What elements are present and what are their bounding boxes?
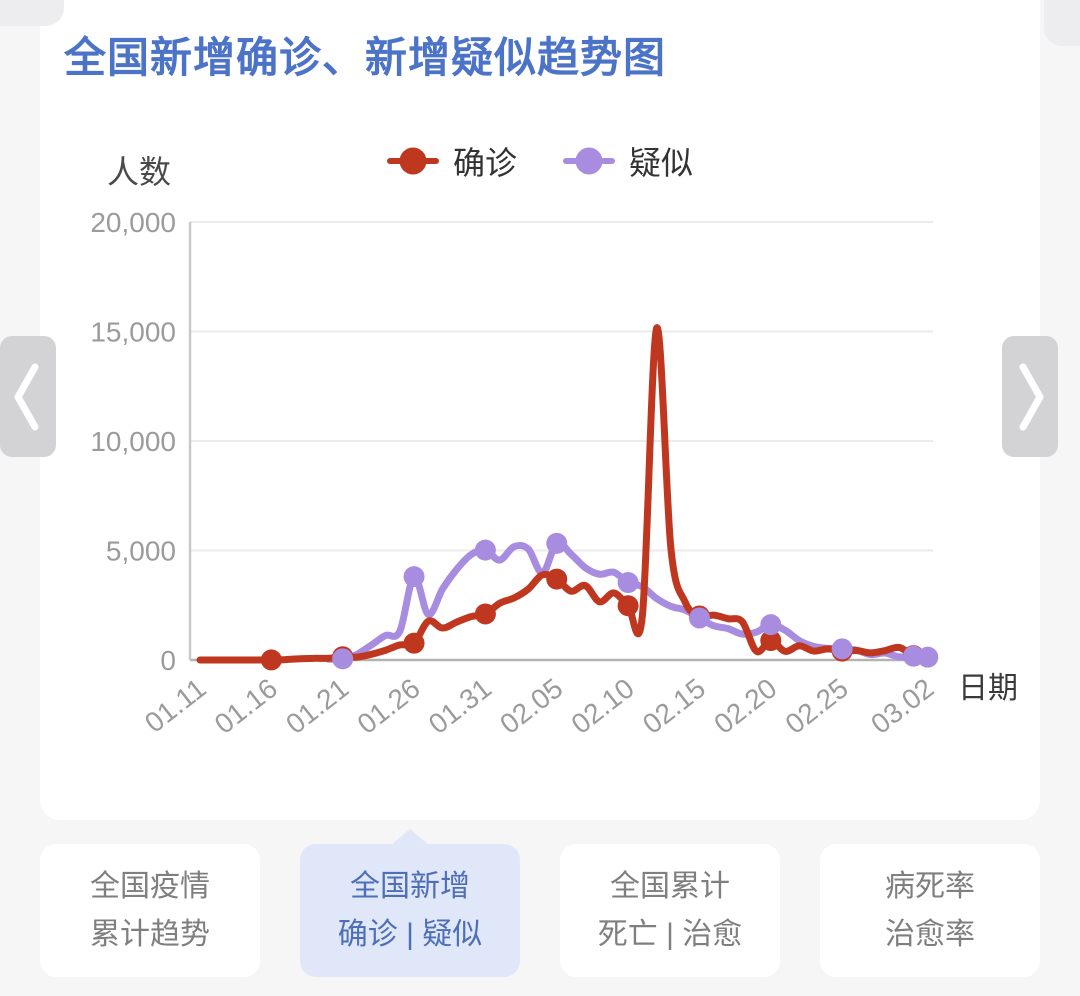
carousel-next-button[interactable]	[1002, 336, 1058, 457]
tab-cumulative-death-cured[interactable]: 全国累计 死亡 | 治愈	[560, 844, 780, 977]
y-tick-label: 15,000	[90, 317, 176, 348]
x-tick-label: 02.15	[637, 672, 711, 740]
chart-card	[40, 0, 1040, 820]
tab-label-line1: 病死率	[885, 870, 975, 903]
y-tick-label: 20,000	[90, 207, 176, 238]
carousel-prev-button[interactable]	[0, 336, 56, 457]
confirmed-marker	[260, 649, 282, 671]
y-tick-label: 5,000	[106, 536, 176, 567]
tab-label-line1: 全国疫情	[90, 870, 210, 903]
y-axis-unit-label: 人数	[107, 154, 172, 190]
tab-cumulative-trend[interactable]: 全国疫情 累计趋势	[40, 844, 260, 977]
x-tick-label: 02.20	[708, 672, 782, 740]
x-tick-label: 02.25	[780, 672, 854, 740]
confirmed-series-marker-icon	[386, 147, 439, 175]
confirmed-marker	[474, 603, 496, 625]
chart-tab-bar: 全国疫情 累计趋势 全国新增 确诊 | 疑似 全国累计 死亡 | 治愈 病死率 …	[40, 829, 1040, 977]
suspected-marker	[403, 566, 425, 588]
tab-fatality-cure-rate[interactable]: 病死率 治愈率	[820, 844, 1040, 977]
tab-label-line1: 全国累计	[610, 870, 730, 903]
suspected-marker	[688, 607, 710, 629]
x-tick-label: 01.21	[280, 672, 354, 740]
suspected-marker	[332, 648, 354, 670]
suspected-marker	[617, 572, 639, 594]
x-tick-label: 01.16	[209, 672, 283, 740]
adjacent-card-corner-left	[0, 0, 64, 26]
tab-label-line2: 治愈率	[885, 918, 975, 951]
x-tick-label: 01.11	[139, 672, 212, 738]
confirmed-marker	[617, 595, 639, 617]
trend-chart[interactable]: 05,00010,00015,00020,00001.1101.1601.210…	[40, 190, 1040, 770]
chart-legend: 确诊 疑似	[40, 138, 1040, 184]
y-tick-label: 10,000	[90, 426, 176, 457]
tab-label-line2: 累计趋势	[90, 918, 210, 951]
active-tab-pointer	[391, 829, 429, 845]
x-tick-label: 02.10	[565, 672, 639, 740]
legend-label-confirmed: 确诊	[452, 145, 517, 181]
tab-new-confirmed-suspected[interactable]: 全国新增 确诊 | 疑似	[300, 829, 520, 977]
page-title: 全国新增确诊、新增疑似趋势图	[64, 34, 667, 81]
legend-label-suspected: 疑似	[629, 145, 694, 181]
suspected-marker	[917, 646, 939, 668]
x-tick-label: 02.05	[494, 672, 568, 740]
tab-label-line2: 确诊 | 疑似	[337, 918, 483, 951]
adjacent-card-corner-right	[1044, 0, 1080, 46]
x-tick-label: 03.02	[865, 672, 939, 740]
y-tick-label: 0	[160, 645, 176, 676]
suspected-marker	[474, 539, 496, 561]
tab-label-line2: 死亡 | 治愈	[597, 918, 743, 951]
x-tick-label: 01.31	[423, 672, 497, 740]
suspected-marker	[546, 532, 568, 554]
confirmed-line	[196, 324, 932, 664]
suspected-marker	[831, 638, 853, 660]
suspected-series-marker-icon	[563, 147, 615, 175]
confirmed-marker	[546, 568, 568, 590]
x-axis-title: 日期	[958, 672, 1018, 705]
confirmed-marker	[760, 630, 782, 652]
chevron-left-icon	[14, 363, 39, 430]
suspected-marker	[760, 614, 782, 636]
confirmed-marker	[403, 632, 425, 654]
tab-label-line1: 全国新增	[350, 870, 470, 903]
legend-item-suspected[interactable]: 疑似	[563, 138, 693, 184]
legend-item-confirmed[interactable]: 确诊	[386, 138, 517, 184]
chevron-right-icon	[1019, 363, 1044, 430]
x-tick-label: 01.26	[351, 672, 425, 740]
